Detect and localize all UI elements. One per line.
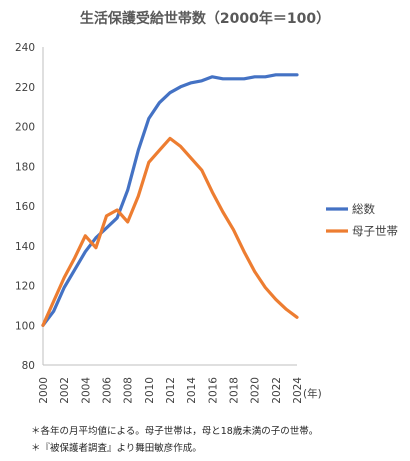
x-tick-label: 2024 [292, 377, 304, 404]
x-tick-label: 2014 [186, 377, 198, 404]
x-tick-label: 2020 [250, 377, 262, 404]
y-tick-label: 240 [15, 42, 35, 54]
x-tick-label: 2018 [229, 377, 241, 404]
x-tick-label: 2012 [165, 377, 177, 404]
x-tick-label: 2000 [38, 377, 50, 404]
footnote-1: ＊各年の月平均値による。母子世帯は，母と18歳未満の子の世帯。 [31, 426, 319, 437]
y-tick-label: 180 [15, 161, 35, 173]
y-tick-label: 100 [15, 320, 35, 332]
legend-label-1: 母子世帯 [352, 224, 398, 238]
y-tick-label: 160 [15, 201, 35, 213]
series-line-1 [41, 136, 299, 327]
x-tick-label: 2010 [144, 377, 156, 404]
series-group [41, 73, 299, 327]
x-tick-label: 2016 [207, 377, 219, 404]
y-tick-label: 140 [15, 241, 35, 253]
y-tick-label: 200 [15, 122, 35, 134]
x-tick-label: 2002 [59, 377, 71, 404]
legend-label-0: 総数 [352, 202, 375, 216]
footnote-2: ＊『被保護者調査』より舞田敏彦作成。 [31, 443, 202, 454]
x-axis: 2000 2002 2004 2006 2008 2010 2012 2014 2016 2018… [38, 364, 304, 404]
series-line-0 [41, 73, 299, 327]
y-tick-label: 220 [15, 82, 35, 94]
x-tick-label: 2022 [271, 377, 283, 404]
y-axis: 80 100 120 140 160 180 200 220 240 [15, 42, 44, 372]
x-tick-label: 2008 [123, 377, 135, 404]
y-tick-label: 120 [15, 281, 35, 293]
x-tick-label: 2006 [102, 377, 114, 404]
y-tick-label: 80 [22, 360, 35, 372]
chart-title: 生活保護受給世帯数（2000年＝100） [80, 10, 330, 27]
x-tick-label: 2004 [80, 377, 92, 404]
x-unit-label: (年) [303, 387, 322, 400]
